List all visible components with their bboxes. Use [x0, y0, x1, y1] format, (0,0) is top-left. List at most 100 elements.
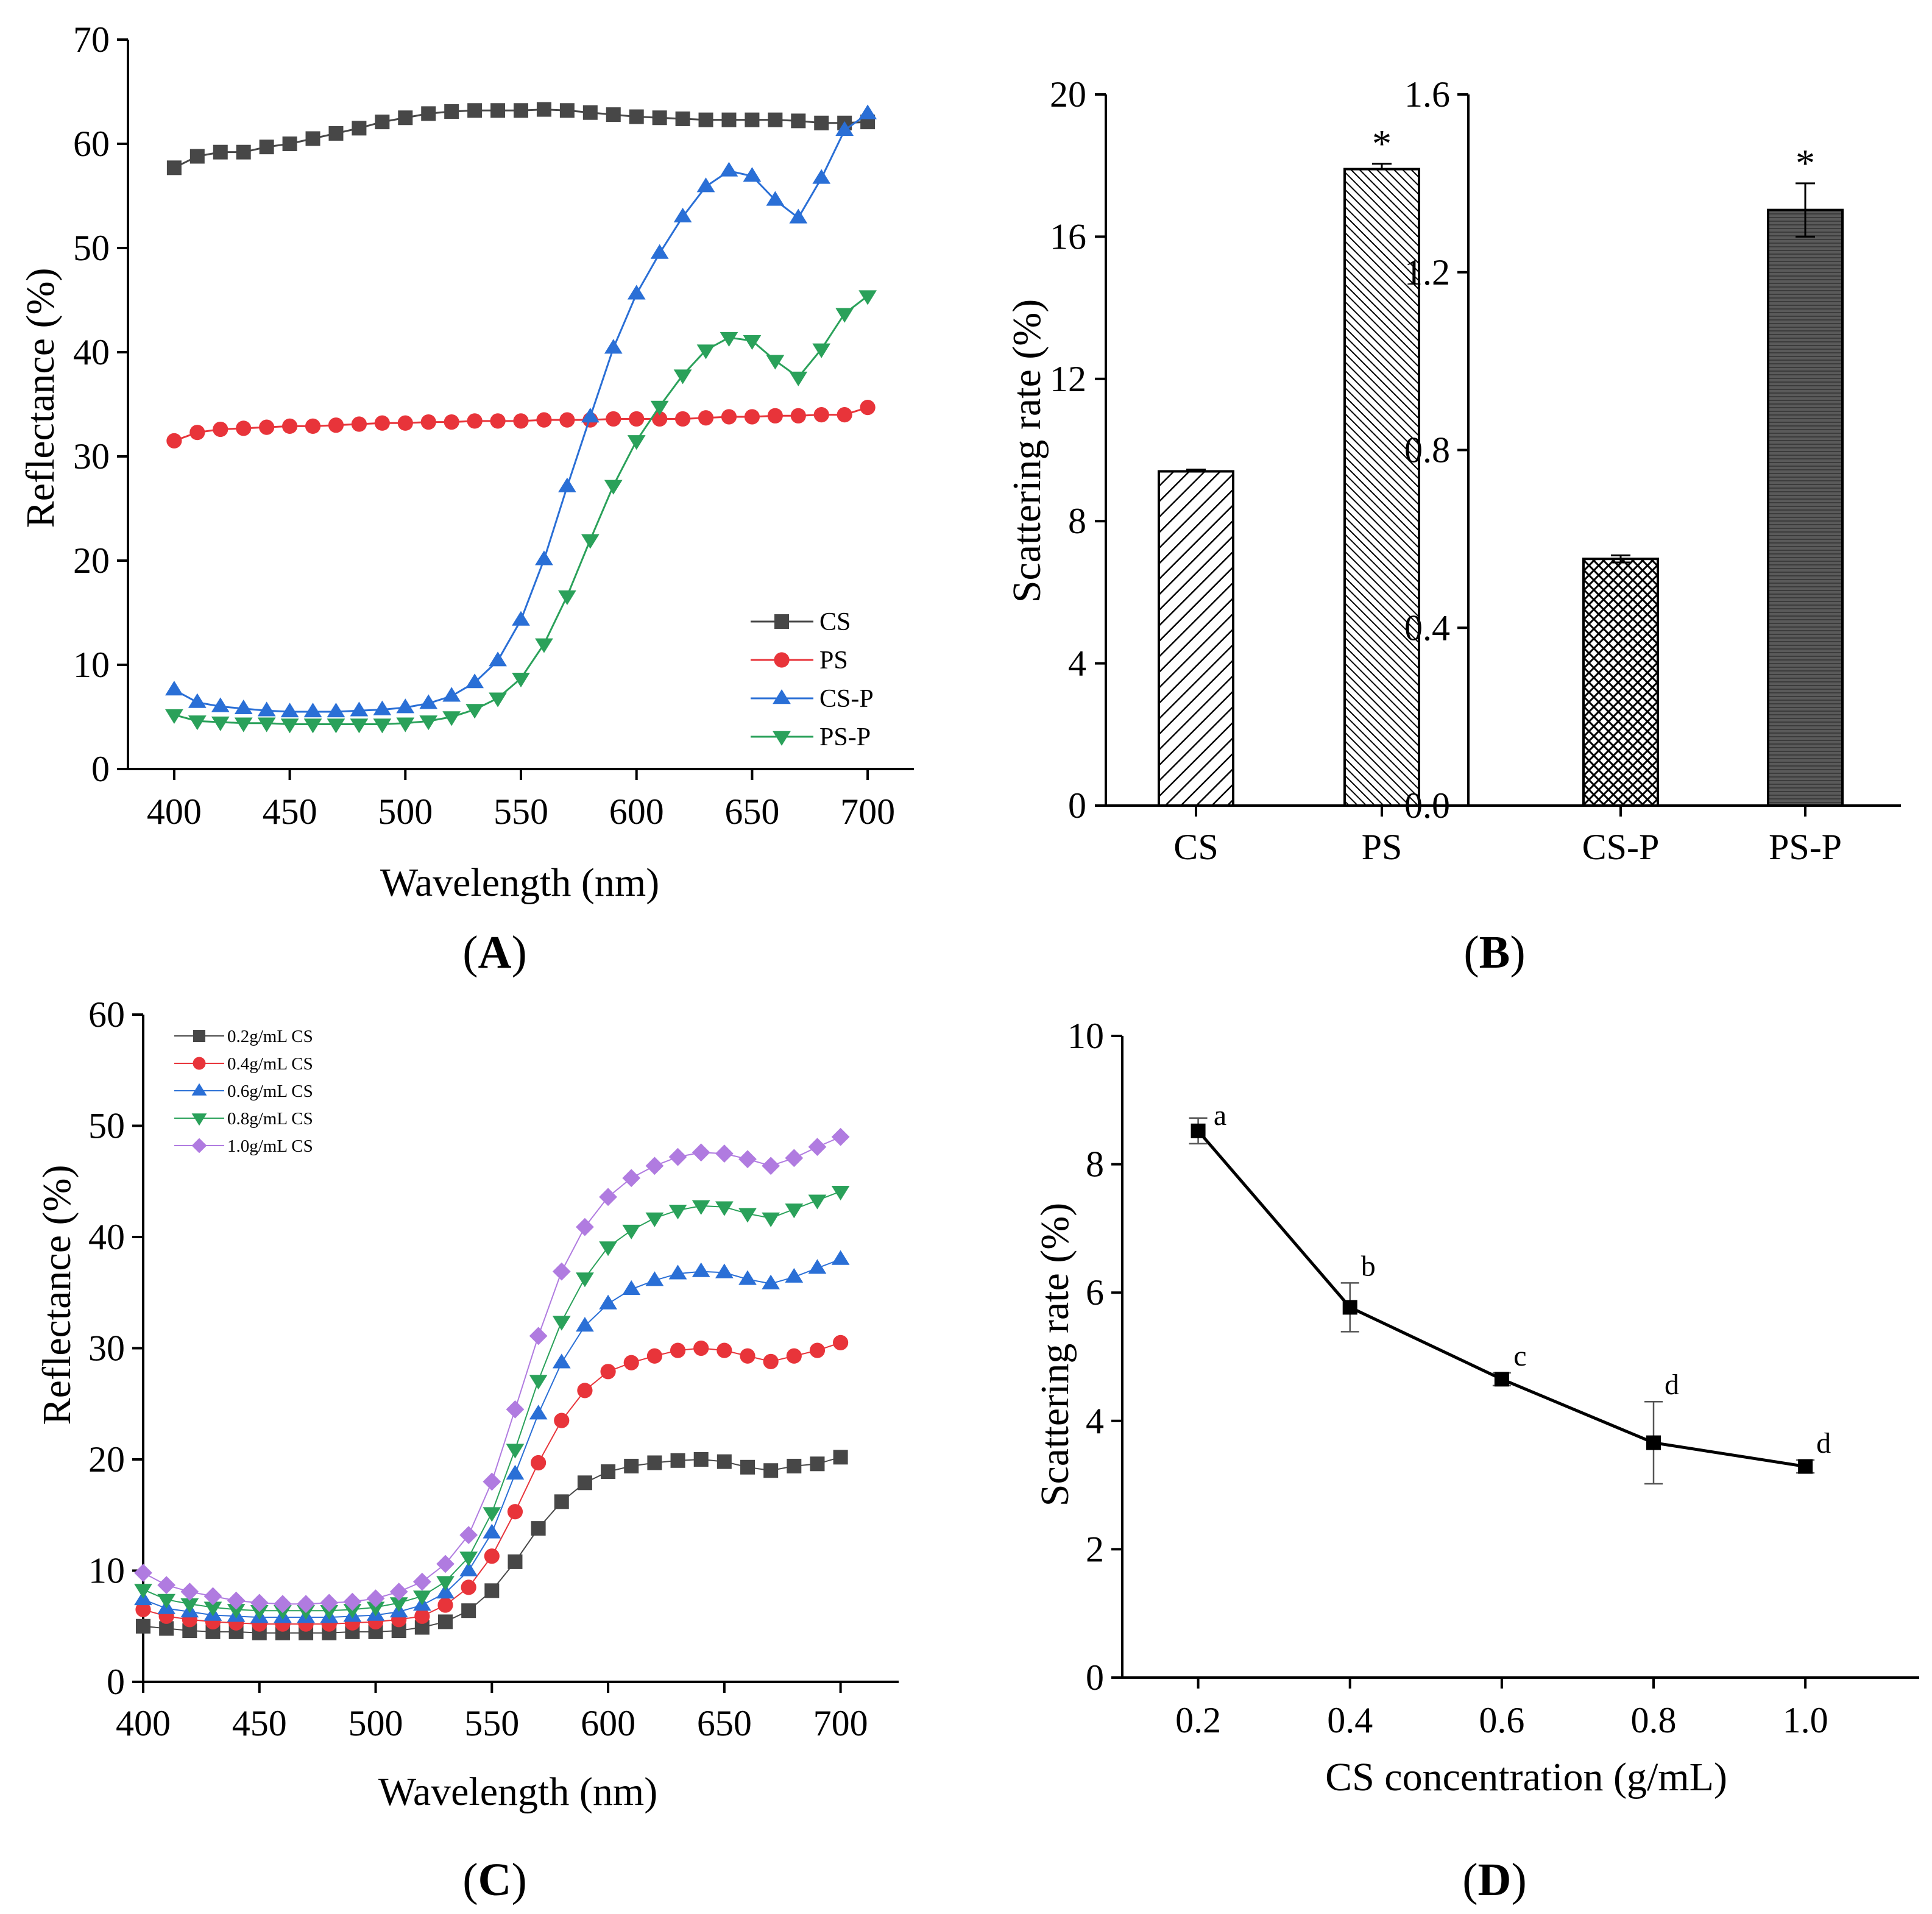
panel-a-point	[419, 715, 438, 731]
panel-c-point	[250, 1604, 269, 1620]
panel-a-series-line	[174, 108, 868, 169]
panel-a-point	[536, 102, 551, 117]
panel-c-point	[599, 1294, 617, 1310]
panel-a-point	[303, 718, 322, 734]
panel-a-point	[489, 692, 507, 707]
panel-c-point	[438, 1614, 453, 1629]
panel-d-significance-letter: b	[1361, 1250, 1376, 1282]
panel-c-point	[250, 1593, 269, 1612]
panel-a-point	[766, 355, 785, 370]
panel-c-point	[599, 1241, 617, 1257]
panel-c-point	[576, 1218, 594, 1236]
panel-c-point	[623, 1355, 639, 1370]
panel-c-point	[670, 1453, 685, 1468]
panel-c-point	[483, 1523, 501, 1539]
panel-d-point	[1342, 1300, 1357, 1315]
panel-c-point	[437, 1597, 453, 1613]
panel-a-point	[536, 412, 552, 428]
panel-a-legend-marker	[773, 689, 791, 704]
panel-c-point	[762, 1157, 780, 1175]
panel-c-point	[203, 1587, 222, 1606]
panel-c-legend-marker	[191, 1113, 207, 1126]
panel-d-xlabel: CS concentration (g/mL)	[1325, 1755, 1727, 1799]
panel-a-point	[629, 109, 644, 124]
panel-a-point	[767, 408, 783, 424]
panel-a-point	[396, 698, 415, 714]
panel-a: (A) Wavelength (nm) Reflectance (%) 0 10 2…	[18, 19, 914, 978]
panel-c-point	[366, 1589, 385, 1608]
panel-c-point	[808, 1138, 827, 1157]
panel-c-point	[157, 1576, 176, 1595]
panel-c-point	[738, 1208, 757, 1223]
panel-c-point	[484, 1548, 500, 1564]
panel-c-point	[599, 1188, 617, 1207]
panel-c-xlabel: Wavelength (nm)	[378, 1770, 657, 1814]
panel-c-series-line	[143, 1191, 841, 1612]
panel-c-point	[554, 1412, 570, 1428]
panel-c-point	[786, 1348, 802, 1364]
panel-b-right-ytick-label: 0.4	[1404, 608, 1450, 648]
panel-a-point	[650, 244, 669, 259]
panel-c-legend-marker	[191, 1138, 207, 1154]
panel-a-point	[858, 290, 877, 305]
panel-a-point	[282, 136, 297, 151]
panel-c-point	[622, 1224, 641, 1239]
panel-a-point	[812, 343, 831, 358]
panel-a-point	[673, 207, 692, 222]
panel-a-point	[166, 160, 182, 175]
panel-c-point	[787, 1458, 802, 1473]
panel-a-point	[812, 169, 831, 184]
panel-a-point	[743, 167, 762, 182]
panel-b-right-ytick-label: 0.8	[1404, 430, 1450, 470]
panel-b-right-ytick-label: 0.0	[1404, 785, 1450, 826]
panel-a-point	[213, 421, 228, 438]
panel-c-legend-marker	[191, 1083, 207, 1096]
panel-a-point	[721, 112, 737, 127]
panel-a-point	[305, 131, 320, 146]
panel-a-point	[465, 704, 484, 719]
panel-c-point	[134, 1584, 152, 1599]
panel-c-point	[297, 1595, 315, 1614]
panel-c-point	[459, 1526, 478, 1544]
panel-c-point	[740, 1459, 755, 1475]
panel-a-legend-marker	[774, 652, 790, 668]
panel-c-point	[320, 1593, 339, 1612]
panel-a-point	[211, 697, 230, 712]
panel-a-ytick-label: 30	[73, 436, 110, 477]
panel-b-letter: B	[1479, 927, 1510, 978]
panel-c-point	[506, 1464, 525, 1480]
panel-a-point	[211, 716, 230, 731]
panel-a-point	[397, 415, 413, 431]
panel-a-point	[166, 433, 182, 448]
panel-a-point	[421, 106, 436, 121]
panel-c-xtick-label: 450	[232, 1703, 287, 1743]
panel-c-point	[461, 1579, 476, 1595]
panel-c-point	[600, 1364, 616, 1380]
panel-c-point	[577, 1475, 592, 1490]
panel-c-point	[810, 1456, 825, 1472]
panel-a-point	[514, 103, 528, 118]
panel-a-point	[558, 590, 576, 606]
panel-a-legend-label: CS	[819, 608, 851, 636]
panel-a-point	[650, 400, 669, 416]
panel-a-legend-label: CS-P	[819, 685, 874, 713]
panel-a-xtick-label: 700	[840, 792, 895, 832]
panel-c-ytick-label: 50	[88, 1106, 125, 1146]
panel-d-ytick-label: 4	[1086, 1401, 1104, 1441]
panel-c-ytick-label: 30	[88, 1328, 125, 1369]
panel-a-point	[835, 308, 854, 323]
panel-a-point	[165, 709, 183, 724]
panel-c-point	[785, 1203, 804, 1219]
panel-a-xtick-label: 450	[263, 792, 317, 832]
panel-a-point	[465, 673, 484, 689]
panel-a-point	[419, 694, 438, 709]
panel-a-point	[535, 638, 553, 653]
panel-a-point	[281, 418, 298, 434]
panel-b-bar	[1343, 168, 1420, 807]
panel-b-category-label: PS	[1362, 827, 1403, 867]
panel-c-xtick-label: 700	[813, 1703, 868, 1743]
panel-c-point	[809, 1342, 826, 1358]
panel-a-label: (A)	[462, 927, 527, 978]
panel-d-ytick-label: 0	[1086, 1657, 1104, 1698]
panel-a-point	[303, 703, 322, 718]
